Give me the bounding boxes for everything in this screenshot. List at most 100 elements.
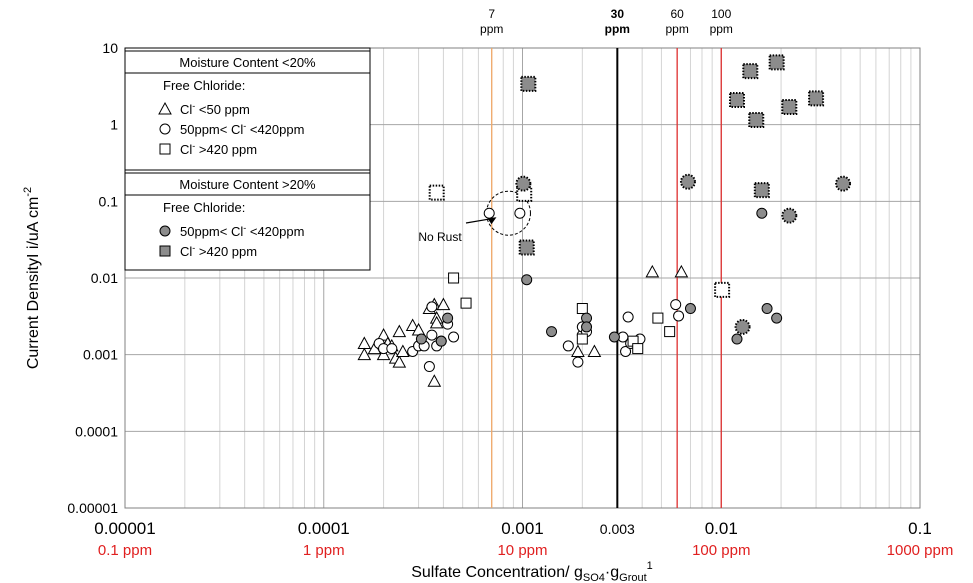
data-point xyxy=(376,328,391,341)
data-point xyxy=(771,312,783,324)
x-axis-label-sup: 1 xyxy=(647,560,653,572)
x-tick-label: 0.00001 xyxy=(94,519,155,538)
data-point xyxy=(756,207,768,219)
reference-line-value: 30 xyxy=(611,7,625,21)
x-tick-ppm-label: 0.1 ppm xyxy=(98,542,152,559)
legend-group-subtitle: Free Chloride: xyxy=(163,78,245,93)
data-point xyxy=(518,239,535,256)
data-point xyxy=(405,318,420,332)
annotation-arrowhead xyxy=(487,217,497,225)
data-point xyxy=(670,299,682,311)
y-axis-label-main: Current DensityI i/uA cm xyxy=(25,197,42,370)
data-point xyxy=(571,344,585,357)
data-point xyxy=(714,281,731,298)
data-point xyxy=(460,297,472,309)
y-tick-labels: 10 1 0.1 0.01 0.001 0.0001 0.00001 xyxy=(67,40,118,516)
data-point xyxy=(429,315,444,329)
data-point xyxy=(483,207,495,219)
data-point xyxy=(395,344,410,357)
y-tick-label: 0.00001 xyxy=(67,500,118,516)
reference-line-unit: ppm xyxy=(605,22,630,36)
legend-group-subtitle: Free Chloride: xyxy=(163,200,245,215)
data-point xyxy=(546,326,558,338)
data-point xyxy=(576,303,588,315)
data-point xyxy=(428,184,445,201)
data-point xyxy=(392,355,407,368)
data-point xyxy=(645,264,660,278)
data-point xyxy=(673,310,685,322)
data-point xyxy=(520,75,537,92)
data-points xyxy=(357,54,852,387)
data-point xyxy=(514,207,526,219)
data-point xyxy=(357,347,372,361)
x-tick-ppm-label: 100 ppm xyxy=(692,542,750,559)
data-point xyxy=(620,345,632,357)
legend-item-label: Cl- >420 ppm xyxy=(180,141,257,157)
data-point xyxy=(781,207,798,224)
legend-group-header: Moisture Content >20% xyxy=(179,177,316,192)
y-tick-label: 0.0001 xyxy=(75,423,118,439)
x-tick-label: 0.001 xyxy=(501,519,544,538)
legend-group-header-box xyxy=(124,172,371,196)
data-point xyxy=(608,331,620,343)
data-point xyxy=(515,175,532,192)
data-point xyxy=(562,340,574,352)
data-point xyxy=(415,333,427,345)
legend-marker xyxy=(159,245,171,257)
legend-group-header-box xyxy=(124,50,371,74)
reference-line-unit: ppm xyxy=(665,22,688,36)
x-axis-label-main: Sulfate Concentration/ g xyxy=(411,564,583,581)
annotation: No Rust xyxy=(418,190,531,244)
x-tick-label: 0.01 xyxy=(705,519,738,538)
data-point xyxy=(442,312,454,324)
data-point xyxy=(768,54,785,71)
data-point xyxy=(742,63,759,80)
legend: Moisture Content <20% Free Chloride: Cl- <… xyxy=(124,47,371,271)
x-axis-label-mid: ·g xyxy=(605,564,619,581)
x-tick-ppm-label: 1 ppm xyxy=(303,542,345,559)
reference-line-value: 7 xyxy=(488,7,495,21)
data-point xyxy=(426,301,438,313)
legend-marker xyxy=(158,101,172,115)
data-point xyxy=(674,264,689,278)
y-tick-label: 0.01 xyxy=(91,270,118,286)
x-tick-label: 0.1 xyxy=(908,519,932,538)
data-point xyxy=(679,173,696,190)
x-tick-ppm-label: 1000 ppm xyxy=(887,542,954,559)
legend-item-label: Cl- >420 ppm xyxy=(180,243,257,259)
data-point xyxy=(808,90,825,107)
reference-line-value: 100 xyxy=(711,7,731,21)
data-point xyxy=(664,326,676,338)
legend-marker xyxy=(159,143,171,155)
data-point xyxy=(572,356,584,368)
data-point xyxy=(684,303,696,315)
data-point xyxy=(386,343,398,355)
y-tick-label: 0.1 xyxy=(99,193,119,209)
x-tick-ppm-label: 10 ppm xyxy=(497,542,547,559)
legend-marker xyxy=(159,225,171,237)
x-tick-labels: 0.00001 0.1 ppm 0.0001 1 ppm 0.001 10 ppm 0.00… xyxy=(94,519,953,559)
y-tick-label: 1 xyxy=(110,117,118,133)
data-point xyxy=(392,324,407,338)
data-point xyxy=(748,112,765,129)
data-point xyxy=(376,347,391,361)
legend-group-header: Moisture Content <20% xyxy=(179,55,316,70)
data-point xyxy=(734,318,751,335)
x-axis-label-sub1: SO4 xyxy=(583,572,605,583)
data-point xyxy=(731,333,743,345)
data-point xyxy=(652,312,664,324)
plot-frame xyxy=(124,47,921,509)
data-point xyxy=(436,297,451,311)
annotation-circle xyxy=(485,190,531,236)
legend-item-label: Cl- <50 ppm xyxy=(180,101,250,117)
data-point xyxy=(435,335,447,347)
data-point xyxy=(427,374,442,387)
data-point xyxy=(581,321,593,333)
data-point xyxy=(835,175,852,192)
data-point xyxy=(761,303,773,315)
x-tick-label: 0.003 xyxy=(600,521,635,537)
y-tick-label: 0.001 xyxy=(83,347,118,363)
data-point xyxy=(753,182,770,199)
